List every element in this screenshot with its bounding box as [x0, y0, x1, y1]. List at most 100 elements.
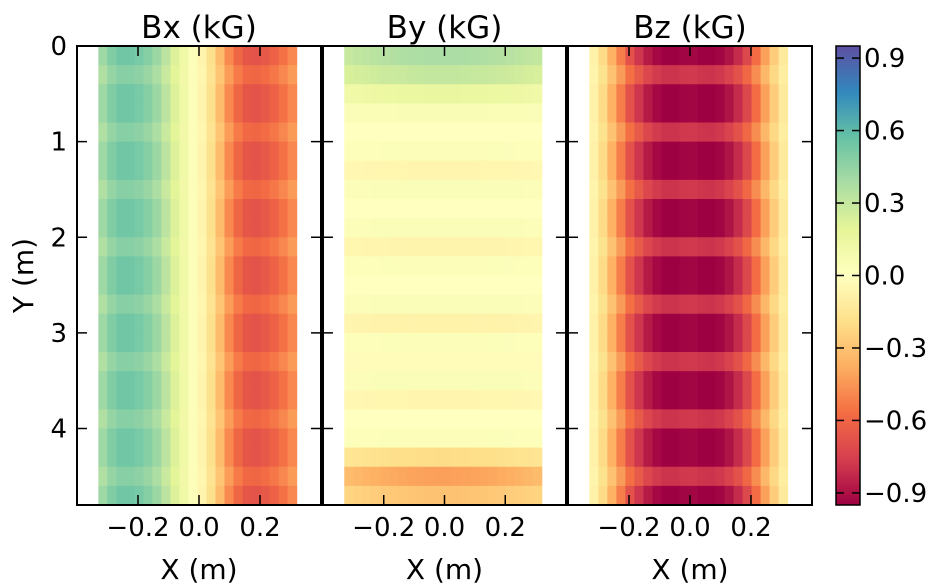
heatmap-cell — [398, 122, 408, 143]
heatmap-cell — [451, 256, 462, 277]
heatmap-cell — [251, 199, 262, 219]
heatmap-cell — [362, 179, 372, 200]
heatmap-cell — [769, 371, 780, 391]
heatmap-cell — [733, 160, 744, 181]
heatmap-cell — [170, 199, 181, 219]
heatmap-cell — [179, 84, 190, 104]
heatmap-cell — [434, 256, 444, 277]
heatmap-cell — [161, 199, 172, 219]
heatmap-cell — [251, 371, 262, 391]
heatmap-cell — [197, 294, 208, 315]
heatmap-cell — [760, 218, 771, 238]
heatmap-cell — [143, 466, 154, 487]
heatmap-cell — [661, 141, 672, 162]
heatmap-cell — [134, 352, 145, 372]
heatmap-cell — [260, 160, 271, 181]
heatmap-cell — [107, 46, 117, 66]
heatmap-cell — [442, 65, 453, 85]
heatmap-cell — [107, 275, 117, 296]
heatmap-cell — [688, 199, 699, 219]
heatmap-cell — [523, 313, 534, 334]
heatmap-cell — [634, 294, 645, 315]
heatmap-cell — [353, 275, 363, 296]
heatmap-cell — [460, 352, 471, 372]
heatmap-cell — [670, 103, 681, 124]
heatmap-cell — [487, 409, 498, 430]
heatmap-cell — [224, 332, 235, 353]
heatmap-cell — [278, 160, 289, 181]
heatmap-cell — [251, 256, 262, 277]
heatmap-cell — [197, 485, 208, 506]
heatmap-cell — [143, 218, 154, 238]
heatmap-cell — [460, 313, 471, 334]
heatmap-cell — [107, 237, 117, 257]
heatmap-cell — [416, 103, 426, 124]
heatmap-cell — [469, 332, 480, 353]
heatmap-cell — [715, 160, 726, 181]
heatmap-cell — [496, 294, 507, 315]
heatmap-cell — [116, 122, 126, 143]
heatmap-cell — [278, 409, 289, 430]
heatmap-cell — [607, 103, 617, 124]
heatmap-cell — [679, 218, 690, 238]
heatmap-cell — [697, 466, 708, 487]
heatmap-cell — [616, 447, 626, 468]
heatmap-cell — [170, 371, 181, 391]
heatmap-cell — [116, 428, 126, 449]
heatmap-cell — [152, 352, 163, 372]
heatmap-cell — [769, 256, 780, 277]
heatmap-cell — [643, 84, 654, 104]
heatmap-cell — [478, 141, 489, 162]
heatmap-cell — [251, 447, 262, 468]
heatmap-cell — [197, 390, 208, 410]
panel-title: Bz (kG) — [633, 10, 747, 46]
heatmap-cells — [589, 46, 789, 506]
heatmap-cell — [251, 84, 262, 104]
heatmap-cell — [416, 199, 426, 219]
heatmap-cell — [616, 179, 626, 200]
heatmap-cell — [661, 332, 672, 353]
heatmap-cell — [661, 84, 672, 104]
heatmap-cell — [152, 332, 163, 353]
heatmap-cell — [98, 447, 108, 468]
heatmap-cell — [170, 428, 181, 449]
heatmap-cell — [242, 313, 253, 334]
heatmap-cell — [625, 275, 636, 296]
heatmap-cell — [242, 160, 253, 181]
heatmap-cell — [287, 332, 298, 353]
heatmap-cell — [251, 294, 262, 315]
heatmap-cell — [670, 390, 681, 410]
heatmap-cell — [188, 237, 199, 257]
heatmap-cell — [179, 294, 190, 315]
heatmap-cell — [679, 447, 690, 468]
heatmap-cell — [278, 256, 289, 277]
heatmap-cell — [425, 313, 435, 334]
heatmap-cell — [170, 218, 181, 238]
heatmap-cell — [206, 160, 217, 181]
heatmap-cell — [278, 485, 289, 506]
heatmap-cell — [215, 332, 226, 353]
heatmap-cell — [505, 332, 516, 353]
heatmap-cell — [206, 428, 217, 449]
heatmap-cell — [724, 371, 735, 391]
heatmap-cell — [416, 65, 426, 85]
heatmap-cell — [751, 122, 762, 143]
heatmap-cell — [451, 409, 462, 430]
heatmap-cell — [661, 313, 672, 334]
heatmap-cell — [523, 352, 534, 372]
heatmap-cell — [98, 84, 108, 104]
heatmap-cell — [634, 237, 645, 257]
heatmap-cell — [251, 46, 262, 66]
heatmap-cell — [688, 485, 699, 506]
heatmap-cell — [269, 122, 280, 143]
heatmap-cell — [224, 46, 235, 66]
heatmap-cell — [398, 313, 408, 334]
heatmap-cell — [278, 141, 289, 162]
heatmap-cell — [589, 275, 599, 296]
heatmap-cell — [179, 447, 190, 468]
heatmap-cell — [269, 179, 280, 200]
heatmap-cell — [715, 313, 726, 334]
heatmap-cell — [188, 294, 199, 315]
heatmap-cell — [278, 466, 289, 487]
heatmap-cell — [125, 332, 135, 353]
